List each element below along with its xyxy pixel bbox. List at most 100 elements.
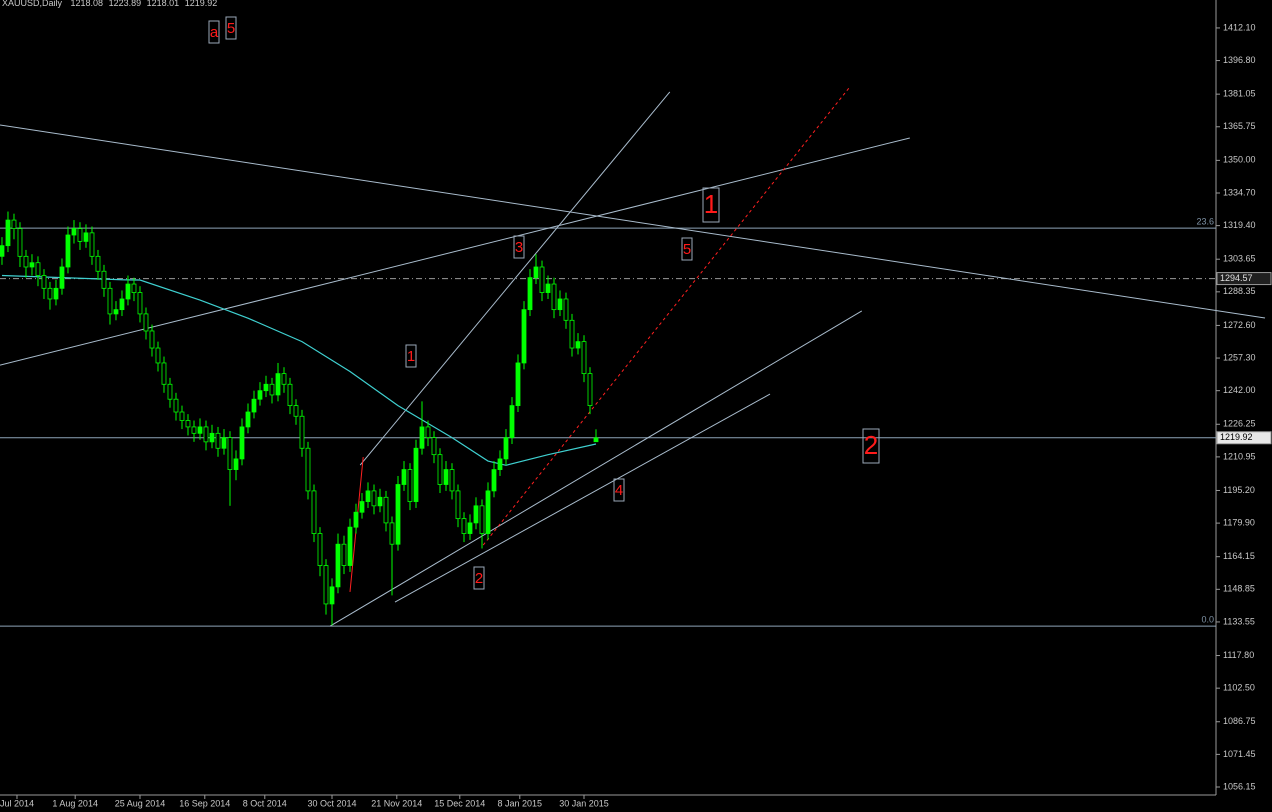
candle-body [383,496,389,524]
candle-body [251,398,257,413]
candle-body [299,415,305,449]
ohlc: 1223.89 [109,0,142,8]
candle-body [167,383,173,400]
trend-line [394,393,771,603]
candle-body [53,287,59,300]
y-tick-label: 1195.20 [1223,485,1255,495]
candle-body [161,362,167,385]
candle-body [71,228,77,236]
wave-box [513,235,525,259]
candle-body [29,262,35,268]
candle-body [557,298,563,311]
y-tick-label: 1412.10 [1223,22,1256,32]
candle-body [131,283,137,293]
candle-body [371,490,377,507]
y-tick-label: 1102.50 [1223,683,1255,693]
y-tick-label: 1117.80 [1223,650,1254,660]
candle-body [503,437,509,460]
candle-body [95,255,101,272]
candle-body [263,383,269,392]
x-tick-label: 8 Jan 2015 [498,798,543,808]
x-tick-label: 8 Oct 2014 [243,798,287,808]
candle-body [143,313,149,332]
candle-body [425,426,431,438]
y-tick-label: 1334.70 [1223,187,1256,197]
y-tick-label: 1056.15 [1223,781,1256,791]
candle-body [563,298,569,321]
wave-box [613,478,625,502]
candle-body [491,469,497,492]
candle-body [185,420,191,428]
price-box-label: 1219.92 [1220,432,1253,442]
y-tick-label: 1350.00 [1223,155,1256,165]
wave-box [681,237,693,261]
wave-label: 2 [864,430,878,460]
candle-body [221,437,227,449]
wave-box [225,16,237,40]
y-tick-label: 1319.40 [1223,220,1256,230]
candle-body [113,309,119,315]
candle-body [389,522,395,545]
candle-body [365,490,371,502]
candle-body [305,447,311,492]
wave-box [473,566,485,590]
candle-body [461,518,467,534]
candle-body [155,347,161,364]
candle-body [41,275,47,289]
candle-body [293,405,299,417]
candle-body [227,437,233,470]
candle-body [35,262,41,276]
candle-body [203,426,209,443]
x-tick-label: Jul 2014 [0,798,34,808]
ohlc: 1218.08 [71,0,104,8]
candle-body [359,501,365,513]
fib-label: 0.0 [1201,614,1214,624]
candle-body [551,283,557,311]
candle-body [65,234,71,268]
candle-body [509,405,515,438]
price-box-label: 1294.57 [1220,273,1253,283]
candle-body [77,228,83,242]
trend-line [482,86,851,546]
fib-label: 23.6 [1196,217,1214,227]
price-box [1216,431,1272,445]
candle-body [317,533,323,566]
candle-body [239,426,245,460]
wave-label: a [210,24,219,41]
symbol: XAUUSD,Daily [2,0,63,8]
candle-body [149,330,155,349]
trend-line [329,310,863,627]
candle-body [593,437,599,443]
price-box [1216,272,1272,286]
candle-body [215,432,221,449]
ohlc: 1219.92 [185,0,218,8]
candle-body [515,362,521,407]
candle-body [479,505,485,534]
candle-body [341,543,347,566]
candle-body [191,426,197,434]
candle-body [467,522,473,534]
trend-line [0,124,1266,319]
candle-body [59,266,65,289]
y-tick-label: 1288.35 [1223,286,1256,296]
y-tick-label: 1242.00 [1223,385,1256,395]
candle-body [209,432,215,443]
x-tick-label: 15 Dec 2014 [434,798,485,808]
wave-box [862,428,880,464]
chart-title: XAUUSD,Daily 1218.08 1223.89 1218.01 121… [2,0,217,8]
x-tick-label: 25 Aug 2014 [115,798,166,808]
candle-body [11,219,17,230]
candle-body [281,373,287,385]
candle-body [575,341,581,349]
wave-label: 3 [515,239,523,256]
wave-box [405,344,417,368]
candle-body [545,283,551,293]
candle-body [497,458,503,470]
y-tick-label: 1272.60 [1223,320,1256,330]
candle-body [311,490,317,534]
candle-body [455,490,461,520]
candle-body [5,219,11,247]
wave-label: 2 [475,570,483,587]
x-tick-label: 21 Nov 2014 [371,798,422,808]
